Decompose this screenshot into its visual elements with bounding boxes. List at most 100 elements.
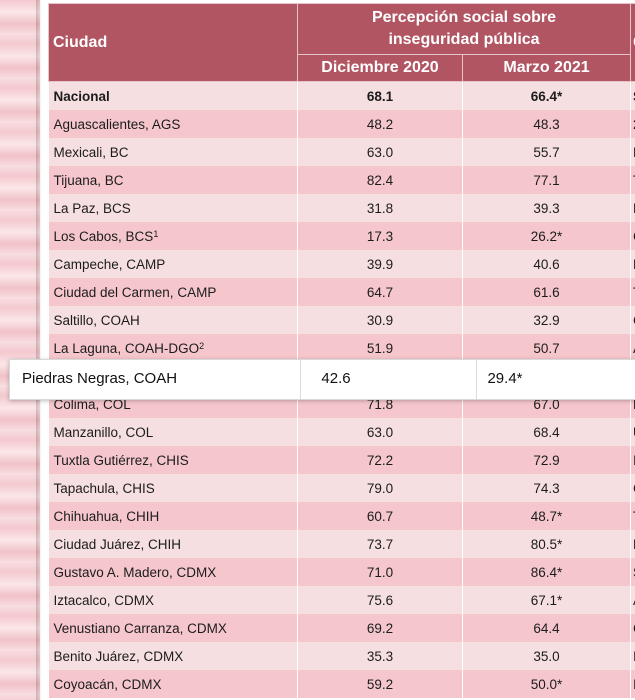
- table-row: Nacional 68.166.4*S: [48, 81, 635, 110]
- highlighted-dec-value: 42.6: [321, 370, 351, 387]
- march-value-cell: 48.3: [462, 110, 632, 138]
- march-value-cell: 50.0*: [462, 670, 632, 698]
- next-column-cell: N: [630, 250, 635, 278]
- march-value-cell: 50.7: [462, 334, 632, 362]
- table-row: Tuxtla Gutiérrez, CHIS 72.272.9I: [48, 446, 635, 474]
- table-row: Tapachula, CHIS 79.074.3C: [48, 474, 635, 502]
- table-row: La Paz, BCS 31.839.3E: [48, 194, 635, 222]
- city-cell: Venustiano Carranza, CDMX: [48, 614, 298, 642]
- december-value-cell: 79.0: [297, 474, 463, 502]
- city-cell: Ciudad Juárez, CHIH: [48, 530, 298, 558]
- next-column-cell: N: [630, 390, 635, 418]
- city-name: Tapachula, CHIS: [53, 480, 155, 496]
- city-cell: La Paz, BCS: [48, 194, 298, 222]
- city-name: Colima, COL: [53, 396, 131, 412]
- city-name: Campeche, CAMP: [53, 256, 166, 272]
- city-cell: Gustavo A. Madero, CDMX: [48, 558, 298, 586]
- december-value-cell: 75.6: [297, 586, 463, 614]
- table-row: Gustavo A. Madero, CDMX 71.086.4*S: [48, 558, 635, 586]
- march-value-cell: 40.6: [462, 250, 632, 278]
- december-value-cell: 60.7: [297, 502, 463, 530]
- city-cell: Nacional: [48, 81, 298, 110]
- next-column-cell: C: [630, 222, 635, 250]
- next-column-cell: A: [630, 334, 635, 362]
- next-column-cell: C: [630, 474, 635, 502]
- footnote-marker: 2: [199, 340, 205, 351]
- city-cell: Campeche, CAMP: [48, 250, 298, 278]
- march-value-cell: 72.9: [462, 446, 632, 474]
- december-value-cell: 51.9: [297, 334, 463, 362]
- table-row: Aguascalientes, AGS 48.248.32: [48, 110, 635, 138]
- march-value-cell: 32.9: [462, 306, 632, 334]
- city-name: Tijuana, BC: [53, 172, 124, 188]
- group-header-line2: inseguridad pública: [388, 31, 540, 48]
- group-header-line1: Percepción social sobre: [371, 9, 557, 26]
- table-row: Venustiano Carranza, CDMX 69.264.4C: [48, 614, 635, 642]
- december-value-cell: 69.2: [297, 614, 463, 642]
- city-name: Venustiano Carranza, CDMX: [53, 620, 227, 636]
- overlay-divider: [476, 360, 477, 399]
- footnote-marker: 1: [153, 228, 159, 239]
- march-value-cell: 67.1*: [462, 586, 632, 614]
- december-value-cell: 82.4: [297, 166, 463, 194]
- page-edge-shadow: [36, 0, 42, 700]
- next-column-cell: I: [630, 670, 635, 698]
- december-value-cell: 31.8: [297, 194, 463, 222]
- city-cell: Coyoacán, CDMX: [48, 670, 298, 698]
- highlighted-row-overlay: Piedras Negras, COAH 42.6 29.4*: [9, 359, 635, 400]
- city-name: Ciudad Juárez, CHIH: [53, 536, 182, 552]
- city-cell: Tijuana, BC: [48, 166, 298, 194]
- next-column-cell: T: [630, 166, 635, 194]
- table-row: Ciudad del Carmen, CAMP 64.761.6T: [48, 278, 635, 306]
- highlighted-mar-value: 29.4*: [487, 370, 523, 387]
- city-name: La Paz, BCS: [53, 200, 131, 216]
- city-cell: Los Cabos, BCS1: [48, 222, 298, 250]
- march-value-cell: 55.7: [462, 138, 632, 166]
- december-value-cell: 72.2: [297, 446, 463, 474]
- table-row: Coyoacán, CDMX 59.250.0*I: [48, 670, 635, 698]
- city-name: Iztacalco, CDMX: [53, 592, 155, 608]
- city-name: Mexicali, BC: [53, 144, 129, 160]
- city-name: Saltillo, COAH: [53, 312, 140, 328]
- city-cell: Manzanillo, COL: [48, 418, 298, 446]
- next-column-cell: I: [630, 446, 635, 474]
- december-value-cell: 35.3: [297, 642, 463, 670]
- next-column-cell: C: [630, 306, 635, 334]
- city-name: Nacional: [53, 88, 110, 104]
- next-column-cell: T: [630, 502, 635, 530]
- city-name: Coyoacán, CDMX: [53, 676, 162, 692]
- city-cell: Iztacalco, CDMX: [48, 586, 298, 614]
- march-value-cell: 86.4*: [462, 558, 632, 586]
- city-cell: Tapachula, CHIS: [48, 474, 298, 502]
- city-cell: Mexicali, BC: [48, 138, 298, 166]
- march-value-cell: 68.4: [462, 418, 632, 446]
- table-row: Chihuahua, CHIH 60.748.7*T: [48, 502, 635, 530]
- table-row: Benito Juárez, CDMX 35.335.0I: [48, 642, 635, 670]
- march-value-cell: 64.4: [462, 614, 632, 642]
- next-column-cell: N: [630, 530, 635, 558]
- city-name: Manzanillo, COL: [53, 424, 154, 440]
- city-name: Benito Juárez, CDMX: [53, 648, 184, 664]
- city-cell: Saltillo, COAH: [48, 306, 298, 334]
- city-cell: Ciudad del Carmen, CAMP: [48, 278, 298, 306]
- table-row: Saltillo, COAH 30.932.9C: [48, 306, 635, 334]
- highlighted-city: Piedras Negras, COAH: [22, 370, 178, 387]
- overlay-divider: [300, 360, 301, 399]
- next-column-cell: F: [630, 138, 635, 166]
- next-column-cell: A: [630, 586, 635, 614]
- table-row: Campeche, CAMP 39.940.6N: [48, 250, 635, 278]
- city-insecurity-table: Ciudad Percepción social sobre insegurid…: [48, 3, 635, 698]
- city-column-header: Ciudad: [48, 3, 298, 82]
- march-value-cell: 35.0: [462, 642, 632, 670]
- left-page-edge: [0, 0, 40, 700]
- city-cell: Benito Juárez, CDMX: [48, 642, 298, 670]
- city-name: Ciudad del Carmen, CAMP: [53, 284, 217, 300]
- december-value-cell: 63.0: [297, 138, 463, 166]
- city-name: Los Cabos, BCS: [53, 228, 154, 244]
- next-group-header-fragment: C: [630, 3, 635, 82]
- city-name: Gustavo A. Madero, CDMX: [53, 564, 217, 580]
- city-name: Chihuahua, CHIH: [53, 508, 160, 524]
- perception-group-header: Percepción social sobre inseguridad públ…: [296, 3, 632, 55]
